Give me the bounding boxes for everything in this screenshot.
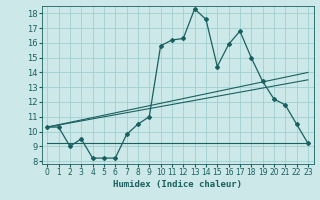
X-axis label: Humidex (Indice chaleur): Humidex (Indice chaleur) [113, 180, 242, 189]
